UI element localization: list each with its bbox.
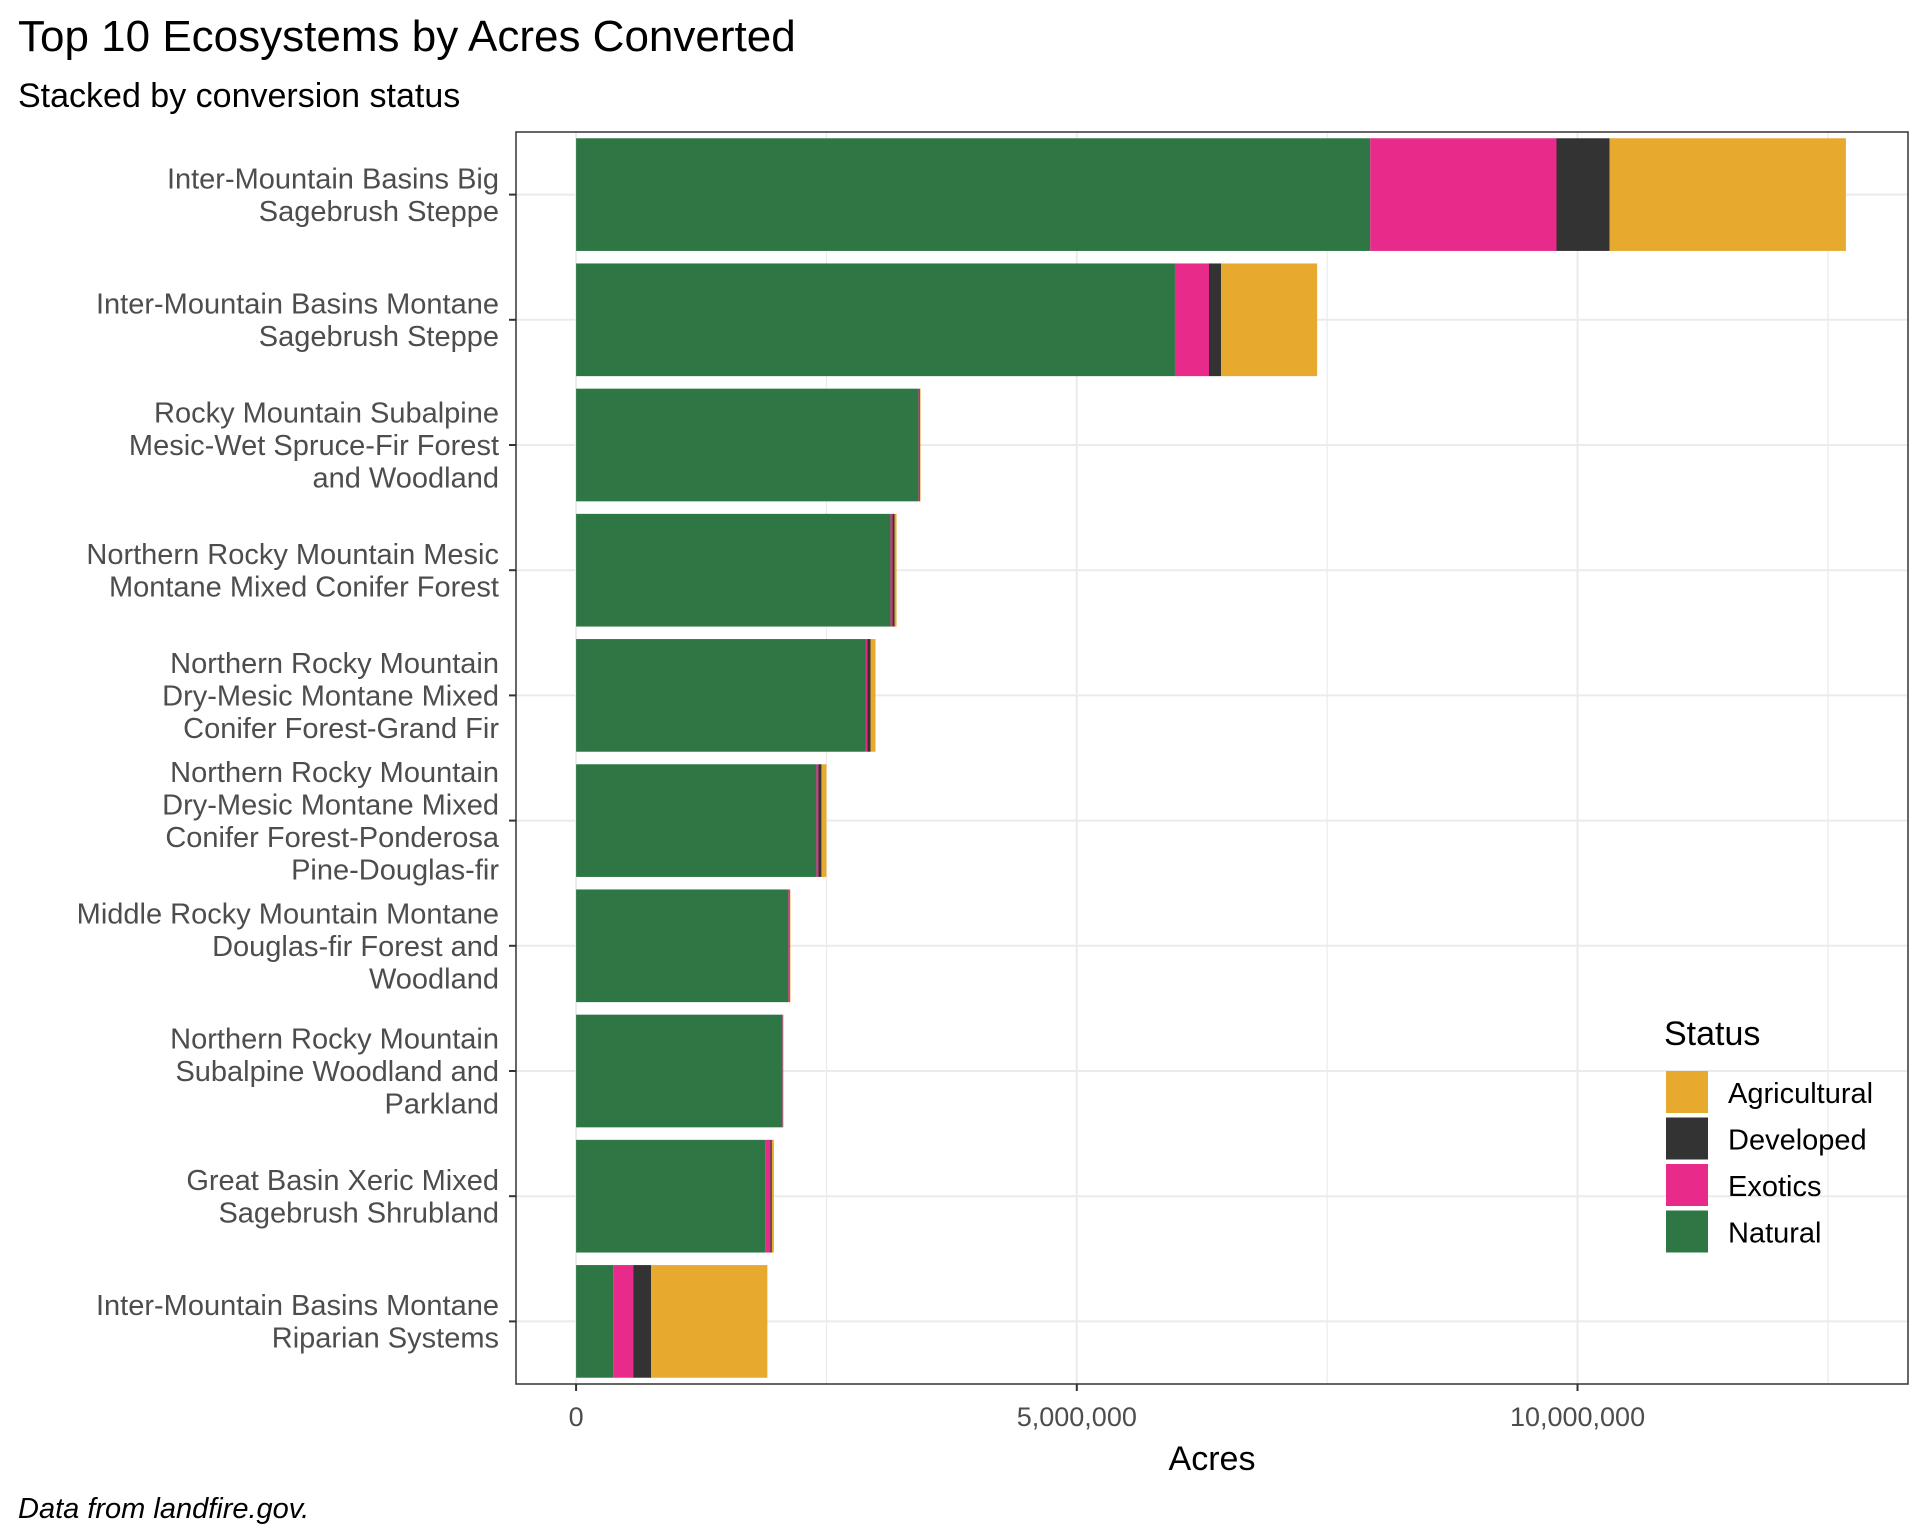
- bar-segment-agricultural: [771, 1139, 774, 1253]
- plot-panel: [515, 131, 1909, 1385]
- bar-segment-agricultural: [1609, 138, 1846, 251]
- bar-segment-agricultural: [1221, 263, 1318, 377]
- bar-stack: [576, 513, 897, 627]
- legend-item-developed: Developed: [1666, 1117, 1867, 1160]
- y-tick-label: Inter-Mountain Basins Montane Riparian Sy…: [96, 1290, 499, 1355]
- bar-segment-natural: [576, 764, 817, 877]
- bar-segment-agricultural: [920, 388, 921, 502]
- bar-segment-natural: [576, 263, 1175, 377]
- bar-stack: [576, 388, 921, 502]
- legend-item-natural: Natural: [1666, 1210, 1822, 1253]
- bar-segment-natural: [576, 889, 789, 1003]
- x-axis-title: Acres: [1169, 1440, 1256, 1478]
- bars: [576, 138, 1846, 1378]
- bar-stack: [576, 889, 791, 1003]
- bar-segment-exotics: [865, 639, 868, 752]
- legend-item-exotics: Exotics: [1666, 1164, 1821, 1206]
- y-tick-label: Northern Rocky Mountain Dry-Mesic Montane…: [162, 757, 500, 887]
- y-tick-label: Inter-Mountain Basins Big Sagebrush Stepp…: [167, 163, 499, 228]
- legend-swatch: [1666, 1210, 1708, 1253]
- x-tick-label: 5,000,000: [1017, 1402, 1137, 1432]
- bar-segment-natural: [576, 513, 891, 627]
- legend-title: Status: [1664, 1015, 1760, 1053]
- bar-segment-natural: [576, 1139, 766, 1253]
- bar-segment-developed: [1556, 138, 1610, 251]
- chart-title: Top 10 Ecosystems by Acres Converted: [18, 12, 796, 61]
- legend-label: Developed: [1728, 1125, 1867, 1157]
- bar-segment-exotics: [890, 513, 893, 627]
- bar-segment-developed: [1208, 263, 1222, 377]
- y-tick-label: Northern Rocky Mountain Mesic Montane Mix…: [86, 539, 499, 604]
- y-tick-label: Rocky Mountain Subalpine Mesic-Wet Spruce…: [129, 398, 499, 495]
- legend: Status Agricultural Developed Exotics Natur…: [1664, 1015, 1873, 1253]
- x-axis: 0 5,000,000 10,000,000: [569, 1384, 1645, 1432]
- bar-segment-exotics: [765, 1139, 771, 1253]
- plot-border: [515, 131, 1909, 1385]
- bar-segment-natural: [576, 1265, 614, 1378]
- bar-segment-natural: [576, 138, 1371, 251]
- bar-segment-exotics: [816, 764, 819, 877]
- legend-swatch: [1666, 1117, 1708, 1160]
- y-tick-label: Northern Rocky Mountain Dry-Mesic Montane…: [162, 648, 499, 745]
- bar-segment-agricultural: [870, 639, 876, 752]
- legend-label: Agricultural: [1728, 1078, 1873, 1110]
- bar-segment-natural: [576, 1014, 783, 1128]
- bar-segment-natural: [576, 639, 866, 752]
- bar-segment-developed: [818, 764, 822, 877]
- y-axis: Inter-Mountain Basins Big Sagebrush Stepp…: [77, 163, 516, 1355]
- legend-swatch: [1666, 1071, 1708, 1113]
- bar-segment-exotics: [1174, 263, 1209, 377]
- bar-segment-exotics: [782, 1014, 783, 1128]
- y-tick-label: Inter-Mountain Basins Montane Sagebrush S…: [96, 289, 499, 354]
- bar-stack: [576, 1139, 774, 1253]
- x-tick-label: 0: [569, 1402, 584, 1432]
- bar-segment-agricultural: [651, 1265, 768, 1378]
- bar-segment-exotics: [1370, 138, 1557, 251]
- bar-segment-developed: [867, 639, 871, 752]
- y-tick-label: Northern Rocky Mountain Subalpine Woodlan…: [170, 1024, 499, 1121]
- legend-items: Agricultural Developed Exotics Natural: [1666, 1071, 1873, 1253]
- bar-segment-developed: [789, 889, 790, 1003]
- bar-stack: [576, 639, 876, 752]
- chart-caption: Data from landfire.gov.: [18, 1493, 309, 1525]
- bar-segment-developed: [919, 388, 921, 502]
- bar-segment-developed: [892, 513, 895, 627]
- bar-stack: [576, 263, 1318, 377]
- bar-stack: [576, 764, 827, 877]
- legend-item-agricultural: Agricultural: [1666, 1071, 1873, 1113]
- bar-segment-developed: [633, 1265, 652, 1378]
- bar-segment-agricultural: [789, 889, 791, 1003]
- bar-segment-exotics: [613, 1265, 634, 1378]
- legend-label: Natural: [1728, 1218, 1822, 1250]
- bar-segment-agricultural: [821, 764, 827, 877]
- bar-stack: [576, 138, 1846, 251]
- bar-segment-natural: [576, 388, 919, 502]
- legend-label: Exotics: [1728, 1171, 1821, 1203]
- bar-segment-exotics: [918, 388, 920, 502]
- chart-subtitle: Stacked by conversion status: [18, 77, 460, 115]
- bar-segment-agricultural: [894, 513, 897, 627]
- y-tick-label: Middle Rocky Mountain Montane Douglas-fir…: [77, 898, 499, 995]
- bar-stack: [576, 1265, 768, 1378]
- bar-segment-developed: [770, 1139, 772, 1253]
- x-tick-label: 10,000,000: [1510, 1402, 1645, 1432]
- legend-swatch: [1666, 1164, 1708, 1206]
- bar-segment-exotics: [788, 889, 790, 1003]
- y-tick-label: Great Basin Xeric Mixed Sagebrush Shrubla…: [186, 1165, 499, 1230]
- bar-stack: [576, 1014, 784, 1128]
